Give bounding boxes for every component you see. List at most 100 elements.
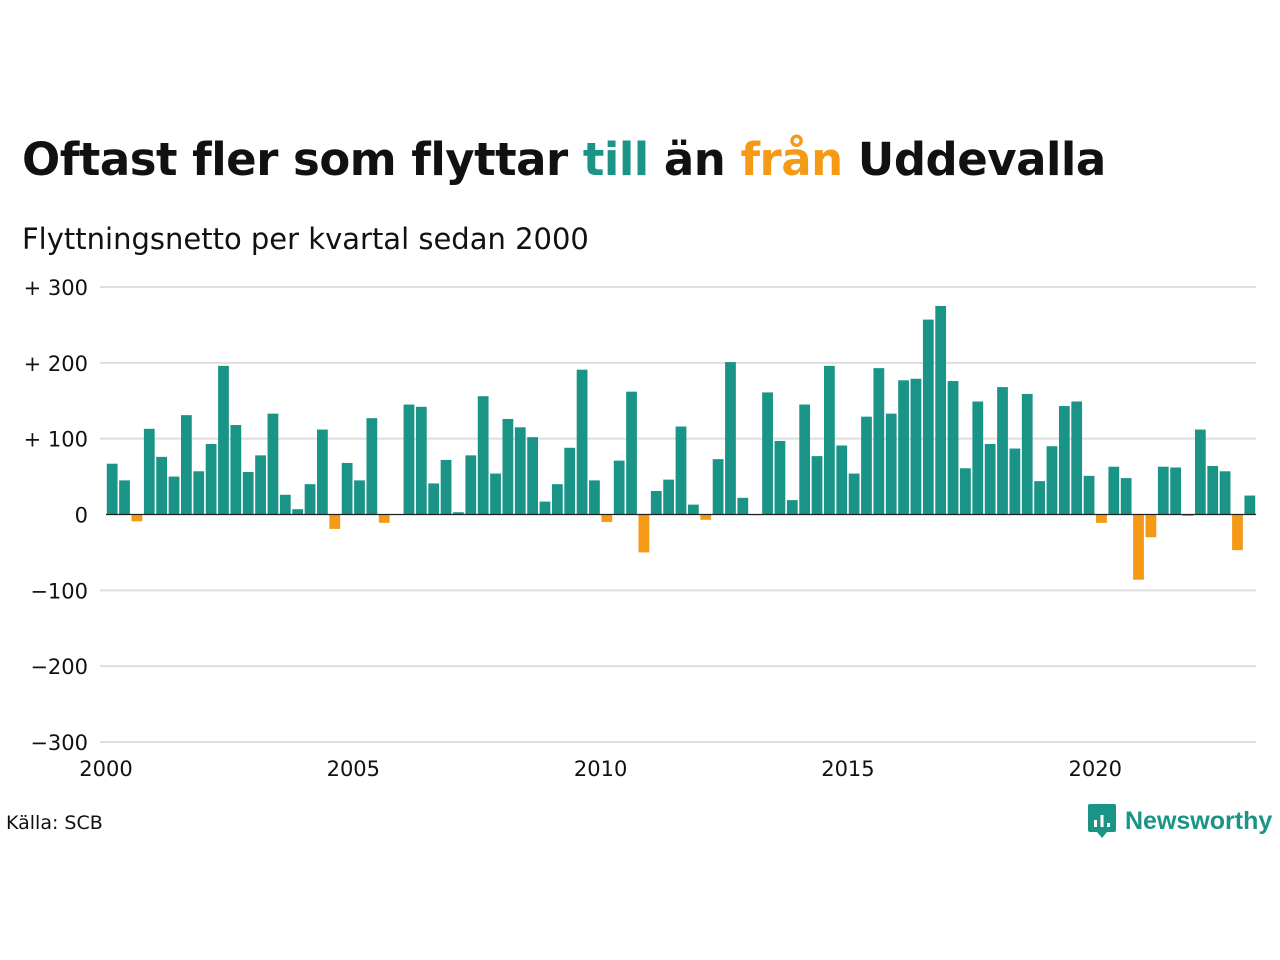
bar xyxy=(440,459,452,515)
bar xyxy=(1083,475,1095,515)
y-tick-label: + 300 xyxy=(24,276,88,300)
bar xyxy=(687,504,699,515)
bar xyxy=(131,514,143,522)
bar xyxy=(156,456,168,515)
bar xyxy=(663,479,675,515)
bar xyxy=(428,483,440,515)
title-fran: från xyxy=(740,133,843,186)
bar xyxy=(366,418,378,515)
bar xyxy=(304,484,316,515)
bar xyxy=(218,365,229,515)
bar xyxy=(1046,446,1058,515)
bar xyxy=(898,380,909,515)
bar xyxy=(1120,478,1132,515)
x-tick-label: 2005 xyxy=(327,757,380,781)
bar xyxy=(737,497,749,515)
bar xyxy=(984,443,996,515)
bar xyxy=(725,362,736,515)
bar xyxy=(799,404,811,515)
bar xyxy=(1207,465,1219,515)
bar xyxy=(626,391,637,515)
bar xyxy=(762,392,773,515)
bar xyxy=(551,484,563,515)
source-label: Källa: SCB xyxy=(6,812,103,834)
bar xyxy=(786,500,798,515)
title-part-2: än xyxy=(648,133,741,186)
bar xyxy=(848,473,860,515)
bar xyxy=(180,415,192,515)
bar xyxy=(935,305,947,515)
bar xyxy=(910,378,922,515)
bar xyxy=(1108,466,1120,515)
bar xyxy=(1096,514,1107,523)
bar xyxy=(613,460,625,515)
bar xyxy=(1145,514,1157,538)
x-tick-label: 2010 xyxy=(574,757,627,781)
bar xyxy=(502,418,514,515)
title-part-1: Oftast fler som flyttar xyxy=(22,133,583,186)
bar xyxy=(354,480,365,515)
bar xyxy=(836,445,848,515)
bar xyxy=(675,426,687,515)
x-tick-label: 2000 xyxy=(79,757,132,781)
bar xyxy=(811,456,823,515)
bar xyxy=(527,437,538,515)
x-tick-label: 2015 xyxy=(821,757,874,781)
bar xyxy=(1182,514,1194,517)
bar xyxy=(292,509,304,515)
bar xyxy=(267,413,279,515)
y-tick-label: −100 xyxy=(30,579,88,603)
bar xyxy=(638,514,650,553)
bar xyxy=(650,490,662,515)
bar xyxy=(477,396,489,515)
bar xyxy=(564,447,576,515)
bar xyxy=(242,472,254,515)
y-tick-label: + 200 xyxy=(24,352,88,376)
bar xyxy=(143,428,155,515)
bar xyxy=(885,413,897,515)
y-tick-label: −200 xyxy=(30,655,88,679)
chart-subtitle: Flyttningsnetto per kvartal sedan 2000 xyxy=(22,222,589,256)
bar xyxy=(1058,406,1070,515)
bar xyxy=(1244,495,1256,515)
bar xyxy=(972,401,984,515)
bar xyxy=(1133,514,1144,580)
bar xyxy=(106,463,118,515)
bar xyxy=(539,501,551,515)
bar xyxy=(1009,448,1021,515)
bar xyxy=(490,473,501,515)
bar xyxy=(514,427,526,515)
brand-name: Newsworthy xyxy=(1125,806,1273,835)
bar xyxy=(1219,471,1231,515)
bar xyxy=(317,429,328,515)
bar xyxy=(193,471,205,515)
bar xyxy=(415,406,427,515)
title-till: till xyxy=(582,133,649,186)
bar xyxy=(1071,401,1083,515)
y-tick-label: + 100 xyxy=(24,428,88,452)
bar xyxy=(119,480,130,515)
bar xyxy=(279,494,291,515)
title-part-3: Uddevalla xyxy=(842,133,1106,186)
bar xyxy=(1157,466,1169,515)
bar xyxy=(960,468,971,515)
y-tick-label: −300 xyxy=(30,731,88,755)
bar xyxy=(453,512,464,515)
bar xyxy=(1232,514,1243,551)
x-tick-label: 2020 xyxy=(1069,757,1122,781)
chart-title: Oftast fler som flyttar till än från Udd… xyxy=(22,133,1106,186)
bar xyxy=(589,480,600,515)
bar xyxy=(922,319,934,515)
bar xyxy=(861,416,872,515)
bar xyxy=(403,404,415,515)
bar xyxy=(824,365,835,515)
bar xyxy=(205,443,217,515)
bar xyxy=(465,455,477,515)
bar xyxy=(576,369,588,515)
bar xyxy=(1034,481,1045,515)
bar xyxy=(1021,393,1033,515)
bar xyxy=(947,381,959,515)
bar xyxy=(255,455,266,515)
bar xyxy=(873,368,885,515)
